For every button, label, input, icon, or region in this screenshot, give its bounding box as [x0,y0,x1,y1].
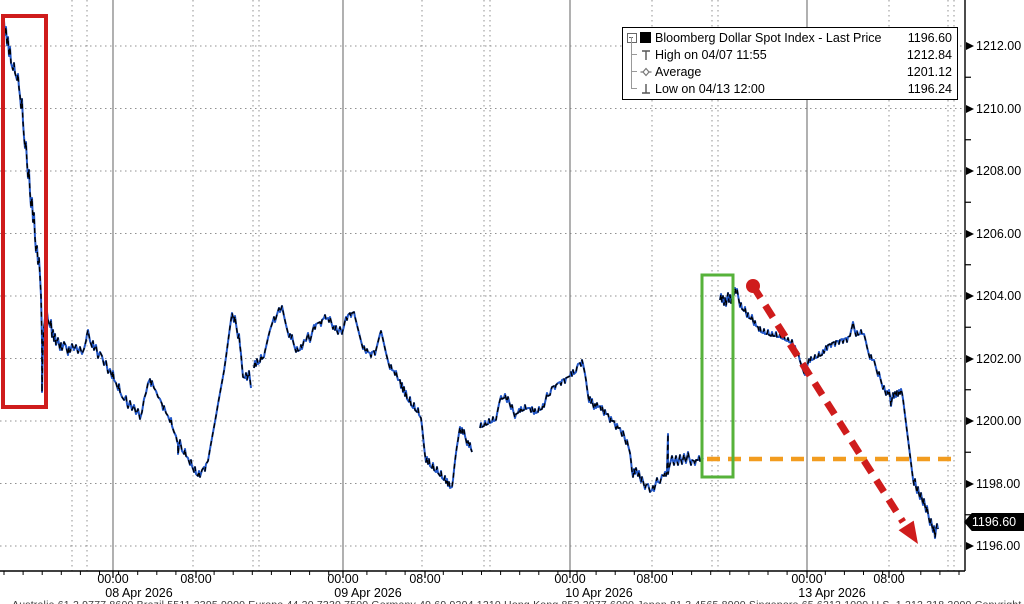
x-axis-time-label: 08:00 [873,572,905,586]
legend-expander-gutter [627,29,640,46]
x-axis-time-label: 00:00 [791,572,823,586]
y-tick-arrow-icon [966,167,974,175]
average-marker-icon [640,66,655,78]
y-axis-tick-label: 1210.00 [976,101,1022,116]
x-axis-date-label: 13 Apr 2026 [798,586,866,600]
x-axis-date-label: 09 Apr 2026 [334,586,402,600]
price-line-black [479,359,704,493]
legend-series-value: 1196.60 [907,30,952,45]
legend-tree-connector [627,37,640,63]
legend-row-high[interactable]: High on 04/07 11:55 1212.84 [627,37,952,63]
legend-row-last-price[interactable]: Bloomberg Dollar Spot Index - Last Price… [627,29,952,46]
legend-expander-icon[interactable] [627,33,637,43]
price-line-black [1,19,252,478]
x-axis-time-label: 00:00 [554,572,586,586]
x-axis-time-label: 00:00 [327,572,359,586]
series-swatch-icon [640,32,655,43]
annotation-red-arrow-shaft[interactable] [750,284,906,524]
x-axis-date-label: 08 Apr 2026 [105,586,173,600]
legend-average-label: Average [655,64,702,79]
legend-tree-connector [627,71,640,97]
x-axis-time-label: 00:00 [97,572,129,586]
x-axis-time-label: 08:00 [409,572,441,586]
y-tick-arrow-icon [966,417,974,425]
price-line-black [253,305,473,489]
x-axis-time-label: 08:00 [180,572,212,586]
y-axis-tick-label: 1202.00 [976,351,1022,366]
y-axis-tick-label: 1204.00 [976,289,1022,303]
low-marker-icon [640,83,655,95]
y-axis-tick-label: 1206.00 [976,226,1022,241]
y-tick-arrow-icon [966,479,974,488]
annotation-red-arrow-head[interactable] [898,520,918,544]
legend-low-value: 1196.24 [907,81,952,96]
y-tick-arrow-icon [966,354,974,363]
y-tick-arrow-icon [966,542,974,550]
y-axis-tick-label: 1212.00 [976,39,1022,53]
y-tick-arrow-icon [966,42,974,50]
x-axis-date-label: 10 Apr 2026 [565,586,633,600]
legend-row-average[interactable]: Average 1201.12 [627,54,952,80]
y-axis-tick-label: 1208.00 [976,164,1022,178]
legend-high-value: 1212.84 [906,47,952,62]
x-axis-time-label: 08:00 [636,572,668,586]
y-axis-tick-label: 1196.00 [976,539,1021,553]
y-tick-arrow-icon [966,104,974,113]
y-axis-tick-label: 1200.00 [976,414,1022,428]
legend-high-label: High on 04/07 11:55 [655,47,767,62]
price-line-blue [253,305,473,489]
legend-average-value: 1201.12 [906,64,952,79]
price-line-blue [479,359,704,493]
y-tick-arrow-icon [966,229,974,238]
bloomberg-footer-text: Australia 61 2 9777 8600 Brazil 5511 239… [12,599,1024,604]
y-axis-tick-label: 1198.00 [976,476,1021,491]
price-line-black [719,287,939,539]
bloomberg-footer: Australia 61 2 9777 8600 Brazil 5511 239… [0,599,1024,604]
legend-tree-connector [627,54,640,80]
legend-row-low[interactable]: Low on 04/13 12:00 1196.24 [627,71,952,97]
high-marker-icon [640,49,655,61]
legend-series-label: Bloomberg Dollar Spot Index - Last Price [655,30,882,45]
y-tick-arrow-icon [966,292,974,300]
annotation-red-box[interactable] [1,14,48,409]
last-price-tag: 1196.60 [964,513,1024,531]
legend-low-label: Low on 04/13 12:00 [655,81,765,96]
chart-legend: Bloomberg Dollar Spot Index - Last Price… [622,27,958,100]
annotation-green-box[interactable] [700,273,735,479]
